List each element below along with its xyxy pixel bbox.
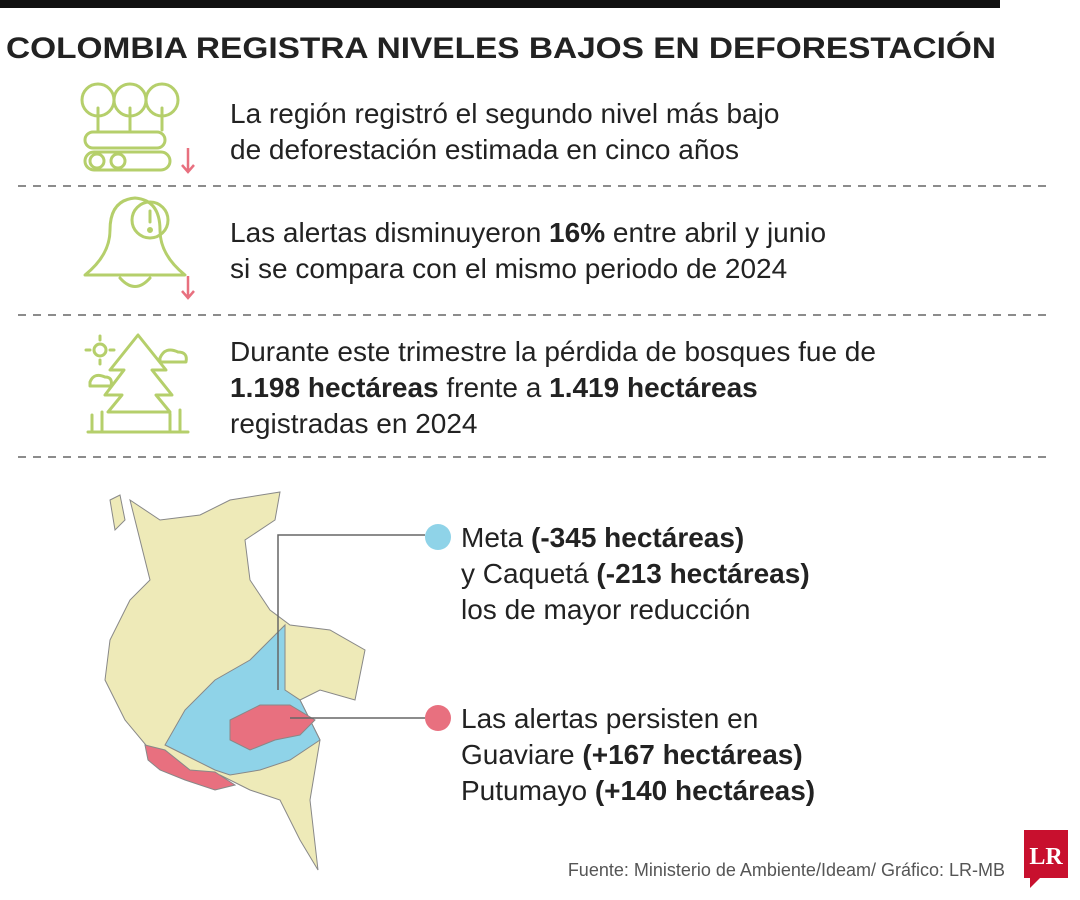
forest-icon <box>84 333 190 434</box>
text-line: Las alertas disminuyeron 16% entre abril… <box>230 217 826 248</box>
text-segment: Putumayo <box>461 775 595 806</box>
text-segment: Meta <box>461 522 531 553</box>
legend-dot <box>425 524 451 550</box>
text-segment: Guaviare <box>461 739 582 770</box>
text-segment: La región registró el segundo nivel más … <box>230 98 779 129</box>
bold-text: 16% <box>549 217 605 248</box>
bold-text: (-213 hectáreas) <box>596 558 809 589</box>
bold-text: (+140 hectáreas) <box>595 775 815 806</box>
text-line: Meta (-345 hectáreas) <box>461 522 744 553</box>
text-line: Las alertas persisten en <box>461 703 758 734</box>
bell-icon <box>83 196 187 288</box>
text-segment: entre abril y junio <box>605 217 826 248</box>
text-line: registradas en 2024 <box>230 408 478 439</box>
leader-line <box>277 534 425 690</box>
map <box>104 491 366 871</box>
text-line: si se compara con el mismo periodo de 20… <box>230 253 787 284</box>
bold-text: 1.419 hectáreas <box>549 372 758 403</box>
text-line: Durante este trimestre la pérdida de bos… <box>230 336 876 367</box>
text-line: los de mayor reducción <box>461 594 750 625</box>
text-segment: Las alertas persisten en <box>461 703 758 734</box>
bold-text: (-345 hectáreas) <box>531 522 744 553</box>
text-line: 1.198 hectáreas frente a 1.419 hectáreas <box>230 372 758 403</box>
text-segment: registradas en 2024 <box>230 408 478 439</box>
text-line: de deforestación estimada en cinco años <box>230 134 739 165</box>
down-arrow <box>181 148 195 174</box>
text-segment: frente a <box>439 372 550 403</box>
logo-text: LR <box>1029 844 1063 870</box>
text-segment: los de mayor reducción <box>461 594 750 625</box>
text-segment: y Caquetá <box>461 558 596 589</box>
legend-dot <box>425 705 451 731</box>
text-segment: Durante este trimestre la pérdida de bos… <box>230 336 876 367</box>
text-segment: de deforestación estimada en cinco años <box>230 134 739 165</box>
text-line: La región registró el segundo nivel más … <box>230 98 779 129</box>
bold-text: 1.198 hectáreas <box>230 372 439 403</box>
text-line: Putumayo (+140 hectáreas) <box>461 775 815 806</box>
top-bar <box>0 0 1000 8</box>
down-arrow <box>181 276 195 300</box>
trees-icon <box>80 82 180 172</box>
title: COLOMBIA REGISTRA NIVELES BAJOS EN DEFOR… <box>6 31 996 65</box>
text-segment: Las alertas disminuyeron <box>230 217 549 248</box>
text-line: y Caquetá (-213 hectáreas) <box>461 558 810 589</box>
bold-text: (+167 hectáreas) <box>582 739 802 770</box>
logo: LR <box>1024 830 1068 888</box>
text-line: Guaviare (+167 hectáreas) <box>461 739 803 770</box>
source: Fuente: Ministerio de Ambiente/Ideam/ Gr… <box>568 860 1005 880</box>
text-segment: si se compara con el mismo periodo de 20… <box>230 253 787 284</box>
